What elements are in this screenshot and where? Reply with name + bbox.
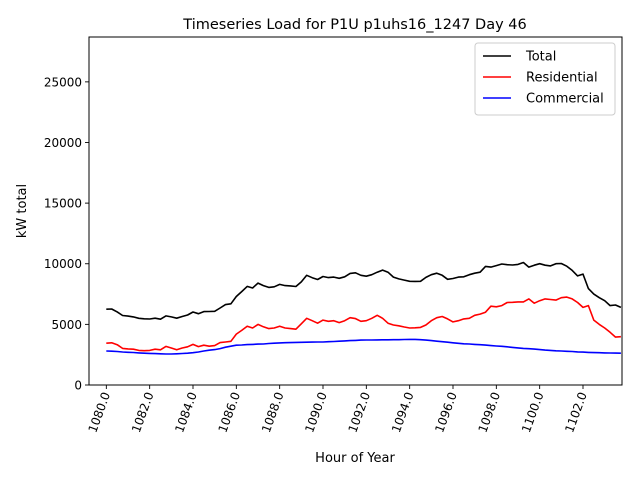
series-line-total (106, 261, 622, 321)
axis-ticks: 1080.0 1082.0 1084.0 1086.0 1088.0 1090.0 1092… (44, 75, 590, 434)
x-tick-label: 1094.0 (389, 390, 417, 434)
legend-label-residential: Residential (526, 71, 598, 86)
series-line-commercial (106, 338, 621, 355)
y-tick-label: 15000 (44, 197, 82, 211)
x-tick-label: 1082.0 (129, 390, 157, 434)
x-tick-label: 1086.0 (216, 390, 244, 434)
y-tick-label: 25000 (44, 75, 82, 89)
x-tick-label: 1092.0 (346, 390, 374, 434)
x-tick-label: 1080.0 (86, 390, 114, 434)
y-tick-label: 20000 (44, 136, 82, 150)
x-tick-label: 1098.0 (476, 390, 504, 434)
legend: Total Residential Commercial (474, 42, 616, 116)
x-axis-label: Hour of Year (315, 451, 395, 466)
x-tick-label: 1100.0 (519, 390, 547, 434)
chart-title: Timeseries Load for P1U p1uhs16_1247 Day… (182, 17, 526, 33)
y-tick-label: 5000 (51, 318, 82, 332)
x-tick-label: 1096.0 (432, 390, 460, 434)
x-tick-label: 1102.0 (562, 390, 590, 434)
y-axis-label: kW total (15, 184, 30, 238)
x-tick-label: 1084.0 (172, 390, 200, 434)
series-line-residential (106, 296, 621, 352)
legend-label-commercial: Commercial (526, 92, 604, 107)
legend-label-total: Total (525, 50, 556, 65)
plot-frame (88, 36, 623, 386)
x-tick-label: 1088.0 (259, 390, 287, 434)
legend-box (474, 42, 616, 116)
x-tick-label: 1090.0 (302, 390, 330, 434)
series-lines (106, 261, 622, 355)
y-tick-label: 0 (74, 379, 82, 393)
y-tick-label: 10000 (44, 257, 82, 271)
